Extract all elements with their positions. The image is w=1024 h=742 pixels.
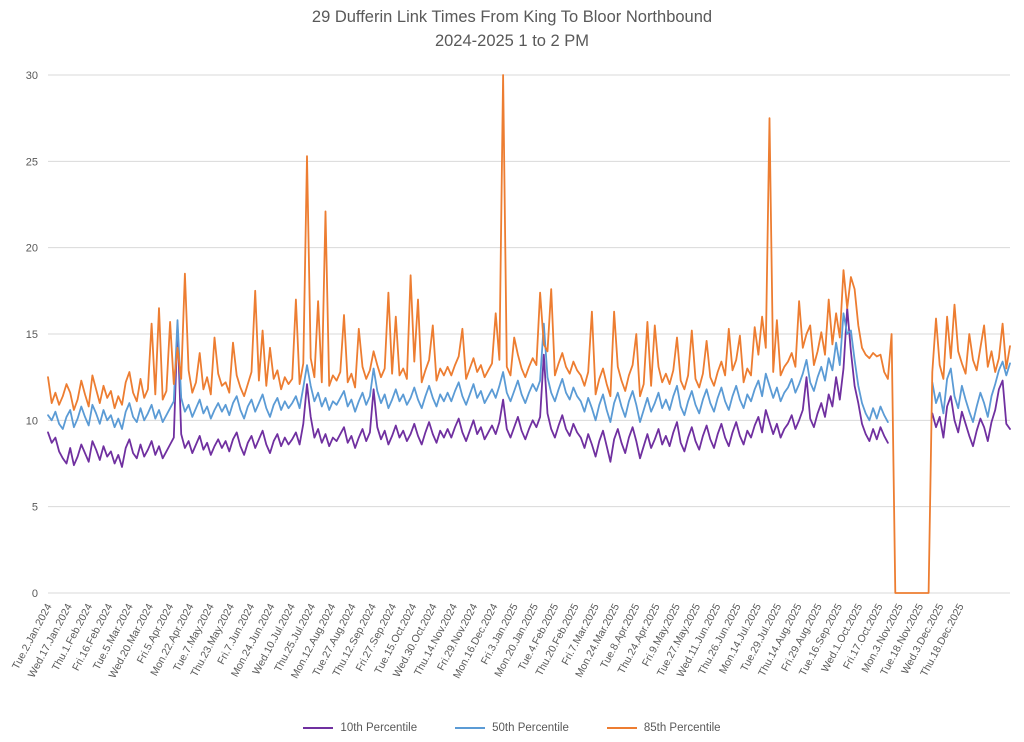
y-tick-label: 5 (32, 502, 38, 514)
series-line-10th-percentile (47, 307, 1011, 468)
legend-swatch-85th-percentile (606, 726, 637, 730)
legend-item-50th-percentile: 50th Percentile (455, 722, 569, 734)
chart-legend: 10th Percentile 50th Percentile 85th Perce… (0, 722, 1024, 734)
legend-item-85th-percentile: 85th Percentile (606, 722, 721, 734)
chart-title-line1: 29 Dufferin Link Times From King To Bloo… (311, 8, 713, 26)
y-tick-label: 25 (26, 156, 38, 168)
y-tick-label: 15 (26, 329, 38, 341)
chart-title-line2: 2024-2025 1 to 2 PM (434, 31, 590, 50)
legend-label-85th-percentile: 85th Percentile (643, 722, 721, 734)
legend-swatch-50th-percentile (455, 726, 486, 730)
y-axis-labels: 0 5 10 15 20 25 30 (26, 70, 38, 600)
legend-label-10th-percentile: 10th Percentile (340, 722, 418, 734)
legend-swatch-10th-percentile (303, 726, 334, 730)
y-tick-label: 30 (26, 70, 38, 82)
series-line-85th-percentile (47, 74, 1011, 594)
y-tick-label: 0 (32, 588, 38, 600)
gridlines (48, 74, 1010, 594)
chart-title: 29 Dufferin Link Times From King To Bloo… (0, 6, 1024, 54)
y-tick-label: 20 (26, 243, 38, 255)
y-tick-label: 10 (26, 415, 38, 427)
legend-item-10th-percentile: 10th Percentile (303, 722, 417, 734)
series-line-50th-percentile (47, 312, 1011, 430)
legend-label-50th-percentile: 50th Percentile (492, 722, 569, 734)
x-axis-labels: Tue.2.Jan.2024Wed.17.Jan.2024Thu.1.Feb.2… (10, 602, 967, 681)
